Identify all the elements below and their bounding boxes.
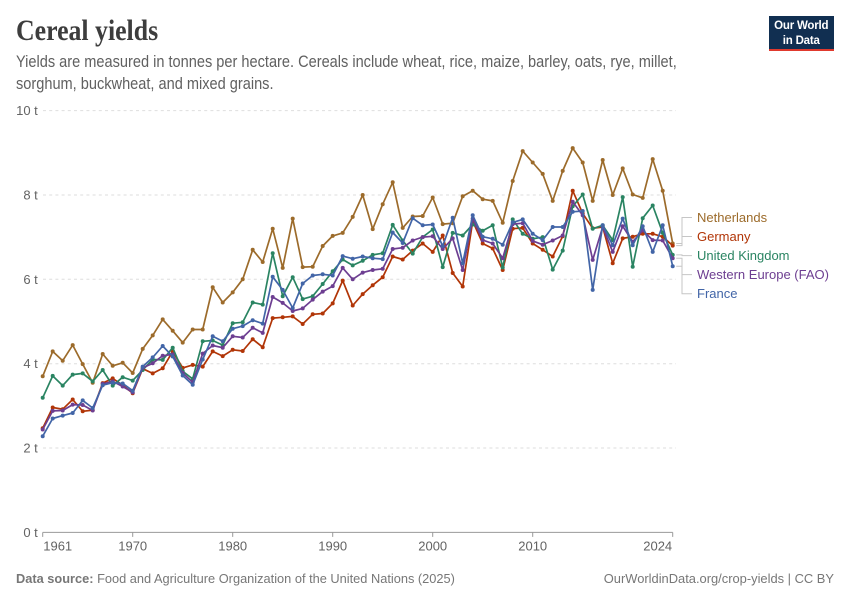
svg-text:2 t: 2 t: [23, 441, 38, 456]
svg-text:2000: 2000: [418, 539, 447, 554]
svg-text:10 t: 10 t: [16, 103, 38, 118]
svg-text:1990: 1990: [318, 539, 347, 554]
svg-text:1980: 1980: [218, 539, 247, 554]
svg-text:Germany: Germany: [697, 229, 751, 244]
svg-text:0 t: 0 t: [23, 525, 38, 540]
svg-text:2010: 2010: [518, 539, 547, 554]
svg-text:Netherlands: Netherlands: [697, 210, 768, 225]
svg-text:6 t: 6 t: [23, 272, 38, 287]
svg-text:2024: 2024: [643, 539, 672, 554]
svg-text:France: France: [697, 286, 737, 301]
svg-text:8 t: 8 t: [23, 188, 38, 203]
svg-text:United Kingdom: United Kingdom: [697, 248, 790, 263]
svg-text:4 t: 4 t: [23, 356, 38, 371]
svg-text:1961: 1961: [43, 539, 72, 554]
svg-text:Western Europe (FAO): Western Europe (FAO): [697, 267, 829, 282]
svg-text:1970: 1970: [118, 539, 147, 554]
